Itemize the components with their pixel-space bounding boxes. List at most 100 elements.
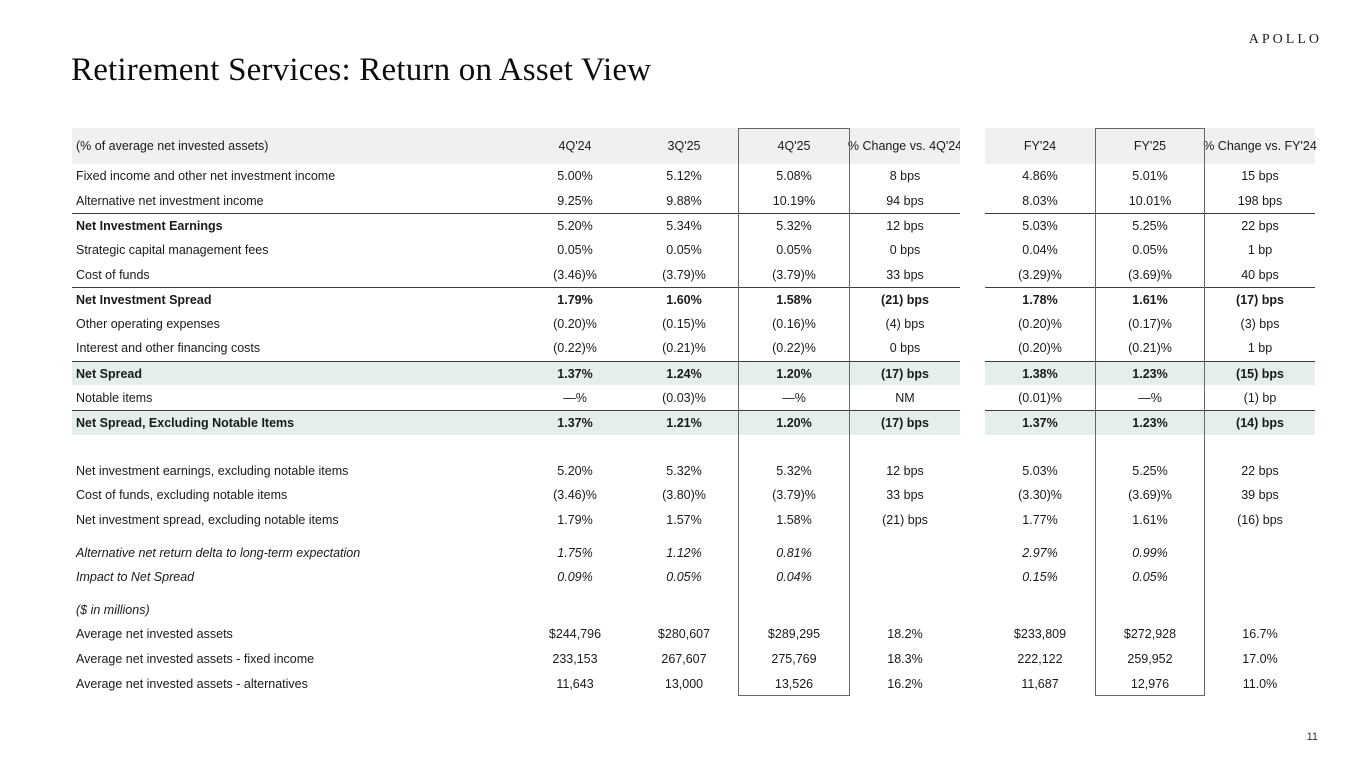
table-cell: (3.46)%: [553, 267, 597, 282]
row-label: Impact to Net Spread: [76, 570, 195, 585]
table-row: Average net invested assets - alternativ…: [72, 671, 1315, 696]
column-group-gap: [960, 385, 985, 410]
table-cell: 1.77%: [1022, 513, 1058, 528]
table-cell: 22 bps: [1205, 213, 1315, 238]
table-cell: —%: [563, 390, 587, 405]
table-row: Net Spread 1.37% 1.24% 1.20% (17) bps 1.38% 1.…: [72, 360, 1315, 386]
table-cell: 13,000: [664, 676, 704, 691]
table-cell: 12 bps: [886, 463, 924, 478]
row-label: Net investment earnings, excluding notab…: [76, 463, 349, 478]
table-cell: 9.88%: [666, 193, 702, 208]
table-cell: (1) bp: [1243, 390, 1277, 405]
table-cell: (0.20)%: [1018, 316, 1062, 331]
row-label: Other operating expenses: [76, 316, 220, 331]
row-label: Average net invested assets - alternativ…: [76, 676, 308, 691]
table-cell: 94 bps: [886, 193, 924, 208]
table-cell: 5.32%: [738, 213, 850, 238]
table-cell: (3.69)%: [1128, 267, 1172, 282]
table-cell: $244,796: [548, 627, 602, 642]
table-cell: 12,976: [1130, 676, 1170, 691]
table-row: Impact to Net Spread 0.09% 0.05% 0.04% 0.15%…: [72, 564, 1315, 590]
table-cell: 0.05%: [666, 570, 702, 585]
table-cell: [1205, 565, 1315, 590]
table-row: Net Investment Spread 1.79% 1.60% 1.58% (21)…: [72, 286, 1315, 312]
table-cell: (3.80)%: [662, 488, 706, 503]
table-cell: $272,928: [1123, 627, 1177, 642]
table-cell: [630, 598, 738, 623]
table-cell: 5.12%: [666, 169, 702, 184]
table-cell: (0.22)%: [772, 341, 816, 356]
table-cell: (15) bps: [1205, 360, 1315, 386]
table-cell: (3.69)%: [1128, 488, 1172, 503]
column-group-gap: [960, 564, 985, 590]
row-label: Fixed income and other net investment in…: [76, 169, 336, 184]
table-cell: 1.37%: [520, 409, 630, 435]
table-cell: $280,607: [657, 627, 711, 642]
column-group-gap: [960, 622, 985, 647]
table-cell: 18.2%: [887, 627, 923, 642]
table-cell: NM: [895, 390, 915, 405]
page-number: 11: [1306, 731, 1318, 743]
table-row: Net Investment Earnings 5.20% 5.34% 5.32% 12…: [72, 213, 1315, 238]
table-cell: 39 bps: [1241, 488, 1279, 503]
table-spacer: [72, 532, 1315, 540]
table-cell: 5.32%: [776, 463, 812, 478]
apollo-logo: APOLLO: [1248, 32, 1322, 47]
row-label: Net Investment Spread: [72, 286, 520, 312]
table-cell: 267,607: [661, 651, 707, 666]
table-cell: (17) bps: [1205, 286, 1315, 312]
table-cell: 1.20%: [738, 360, 850, 386]
table-rows: Fixed income and other net investment in…: [72, 164, 1315, 696]
table-cell: 1.24%: [630, 360, 738, 386]
header-col-3q25: 3Q'25: [630, 128, 738, 164]
table-cell: 13,526: [774, 676, 814, 691]
table-cell: 0.04%: [1022, 243, 1058, 258]
table-cell: (17) bps: [850, 409, 960, 435]
column-group-gap: [960, 409, 985, 435]
table-spacer: [72, 435, 1315, 459]
header-col-fy25: FY'25: [1095, 128, 1205, 164]
row-label: Average net invested assets - fixed inco…: [76, 651, 315, 666]
table-cell: 5.32%: [666, 463, 702, 478]
row-label: ($ in millions): [76, 602, 150, 617]
table-cell: 10.01%: [1128, 193, 1172, 208]
row-label: Alternative net investment income: [76, 193, 264, 208]
table-cell: (21) bps: [850, 286, 960, 312]
table-cell: (3.46)%: [553, 488, 597, 503]
table-cell: 1.12%: [666, 545, 702, 560]
row-label: Average net invested assets: [76, 627, 233, 642]
header-col-change-q: % Change vs. 4Q'24: [848, 128, 962, 164]
table-cell: (3.29)%: [1018, 267, 1062, 282]
table-cell: 0.04%: [776, 570, 812, 585]
table-cell: 275,769: [771, 651, 817, 666]
table-cell: (3.79)%: [772, 488, 816, 503]
row-label: Alternative net return delta to long-ter…: [76, 545, 361, 560]
table-cell: 5.03%: [985, 213, 1095, 238]
table-row: Cost of funds (3.46)% (3.79)% (3.79)% 33 bps…: [72, 262, 1315, 287]
table-cell: [520, 598, 630, 623]
table-cell: 1 bp: [1247, 243, 1273, 258]
column-group-gap: [960, 483, 985, 508]
table-cell: 9.25%: [557, 193, 593, 208]
table-cell: 17.0%: [1242, 651, 1278, 666]
table-cell: 259,952: [1127, 651, 1173, 666]
header-col-4q25: 4Q'25: [738, 128, 850, 164]
table-cell: 16.2%: [887, 676, 923, 691]
table-cell: 0.81%: [776, 545, 812, 560]
table-cell: 5.03%: [1022, 463, 1058, 478]
table-cell: [850, 598, 960, 623]
header-col-change-fy: % Change vs. FY'24: [1203, 128, 1317, 164]
header-label: (% of average net invested assets): [72, 128, 520, 164]
table-cell: (3.79)%: [772, 267, 816, 282]
table-cell: 5.20%: [520, 213, 630, 238]
table-cell: 8.03%: [1022, 193, 1058, 208]
table-cell: 2.97%: [1022, 545, 1058, 560]
table-cell: 18.3%: [887, 651, 923, 666]
table-cell: 1 bp: [1247, 341, 1273, 356]
row-label: Net Spread, Excluding Notable Items: [72, 409, 520, 435]
table-cell: 16.7%: [1242, 627, 1278, 642]
table-cell: 1.60%: [630, 286, 738, 312]
row-label: Cost of funds, excluding notable items: [76, 488, 288, 503]
table-cell: [850, 540, 960, 565]
